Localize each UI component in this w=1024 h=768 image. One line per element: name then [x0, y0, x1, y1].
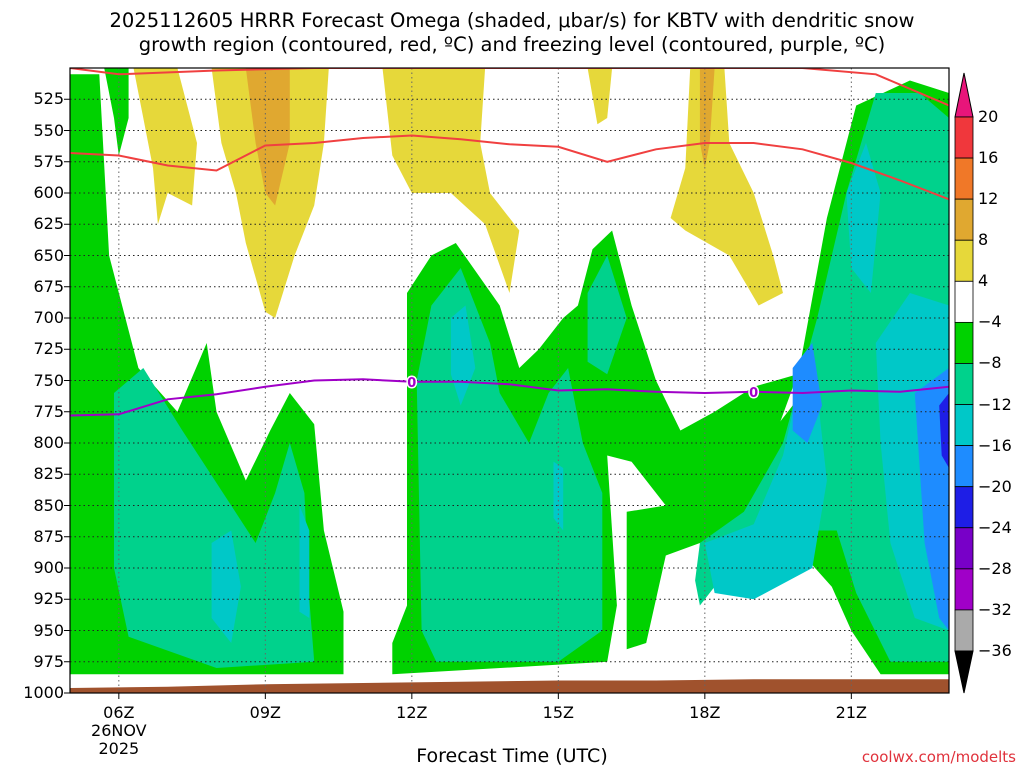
colorbar-label: −28: [978, 558, 1012, 578]
x-tick-label: 18Z: [689, 703, 721, 722]
y-tick-label: 900: [33, 558, 64, 577]
y-tick-label: 875: [33, 526, 64, 546]
colorbar-label: −12: [978, 394, 1012, 414]
colorbar-label: −16: [978, 435, 1012, 455]
colorbar-bin-0: [954, 116, 974, 159]
colorbar-bin-11: [954, 568, 974, 611]
y-tick-label: 775: [33, 401, 64, 421]
omega-region-rising-left-cyan-b: [299, 505, 310, 618]
dgz-bottom-contour: [70, 134, 949, 201]
colorbar-bin-4: [954, 280, 974, 323]
freezing-level-label: 0: [407, 376, 416, 391]
y-tick-label: 925: [33, 589, 64, 609]
colorbar-label: −8: [978, 353, 1002, 373]
colorbar-bin-12: [954, 609, 974, 652]
colorbar-label: −24: [978, 517, 1012, 537]
chart-title-line-2: growth region (contoured, red, ºC) and f…: [138, 33, 886, 56]
omega-region-sinking-d: [587, 68, 613, 125]
omega-region-sinking-b-core: [245, 68, 290, 206]
x-tick-label: 15Z: [542, 703, 574, 722]
colorbar-bin-2: [954, 198, 974, 241]
colorbar-bin-1: [954, 157, 974, 200]
colorbar-bin-3: [954, 239, 974, 282]
colorbar-label: 16: [978, 148, 999, 168]
y-tick-label: 700: [33, 308, 64, 327]
omega-region-sinking-c: [382, 68, 520, 293]
colorbar-label: −36: [978, 641, 1012, 660]
omega-region-rising-left-cyan: [211, 530, 241, 643]
y-tick-label: 525: [33, 89, 64, 109]
colorbar-label: −20: [978, 476, 1012, 496]
omega-region-sinking-a: [133, 68, 197, 225]
y-tick-label: 550: [33, 120, 64, 140]
colorbar-bin-9: [954, 486, 974, 529]
omega-region-rising-right-blue-b: [914, 368, 949, 631]
y-tick-label: 675: [33, 276, 64, 296]
colorbar-label: −4: [978, 312, 1002, 332]
colorbar-label: 12: [978, 189, 999, 209]
y-tick-label: 725: [33, 339, 64, 359]
colorbar-bin-5: [954, 321, 974, 364]
terrain-fill: [70, 679, 949, 693]
y-tick-label: 825: [33, 464, 64, 484]
colorbar-label: 4: [978, 271, 989, 291]
freezing-level-contour: [70, 378, 949, 417]
colorbar-label: −32: [978, 599, 1012, 619]
omega-region-rising-right-dark: [939, 393, 949, 468]
y-tick-label: 950: [33, 620, 64, 640]
y-tick-label: 750: [33, 370, 64, 390]
x-tick-label: 06Z 26NOV 2025: [89, 704, 149, 758]
y-tick-label: 625: [33, 214, 64, 234]
x-tick-sublabel: 26NOV: [91, 721, 147, 740]
colorbar-bin-6: [954, 363, 974, 405]
colorbar-under-triangle: [954, 650, 974, 694]
dgz-top-contour: [70, 68, 949, 107]
omega-region-rising-left-teal: [114, 368, 315, 668]
y-tick-label: 975: [33, 651, 64, 671]
y-tick-label: 600: [33, 183, 64, 202]
colorbar-label: 8: [978, 230, 989, 250]
x-tick-label: 21Z: [835, 703, 867, 722]
y-tick-label: 800: [33, 433, 64, 452]
x-tick-label: 09Z: [249, 703, 281, 722]
x-axis-title: Forecast Time (UTC): [416, 745, 608, 767]
colorbar-bin-8: [954, 445, 974, 488]
colorbar-bin-10: [954, 527, 974, 570]
y-tick-label: 850: [33, 495, 64, 515]
omega-region-rising-left-b: [104, 68, 129, 156]
omega-region-sinking-e: [670, 68, 783, 306]
x-tick-label: 12Z: [396, 703, 428, 722]
y-tick-label: 650: [33, 245, 64, 265]
colorbar-bin-7: [954, 404, 974, 447]
colorbar-over-triangle: [954, 72, 974, 118]
freezing-level-label: 0: [749, 386, 758, 401]
y-tick-label: 575: [33, 151, 64, 171]
y-tick-label: 1000: [23, 683, 64, 702]
plot-frame: [69, 67, 950, 694]
colorbar-label: 20: [978, 107, 999, 126]
chart-title-line-1: 2025112605 HRRR Forecast Omega (shaded, …: [109, 9, 915, 32]
omega-region-rising-mid-teal-b: [587, 255, 627, 375]
x-tick-sublabel: 2025: [98, 739, 140, 758]
credit-link[interactable]: coolwx.com/modelts: [861, 748, 1016, 766]
